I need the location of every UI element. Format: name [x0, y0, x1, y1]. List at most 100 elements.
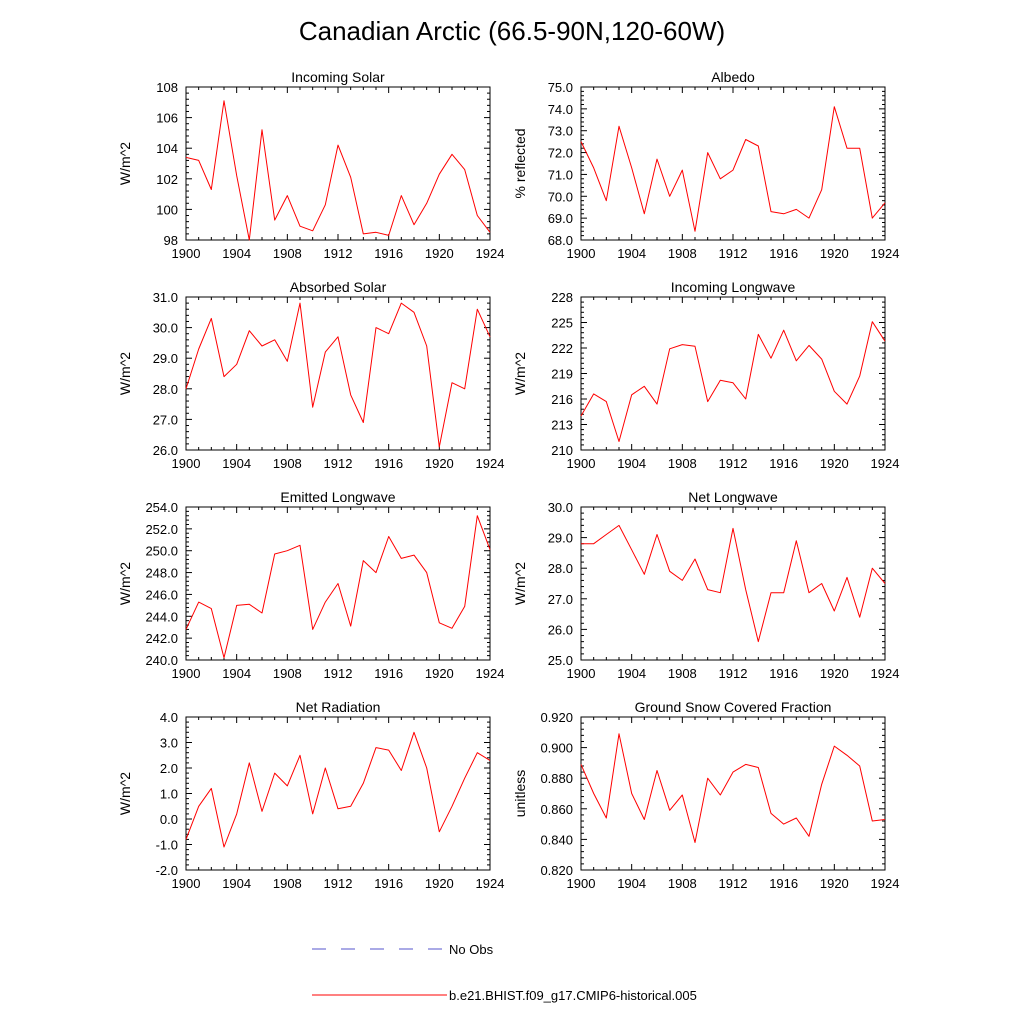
- y-axis-label: unitless: [512, 770, 528, 817]
- y-tick-label: 0.860: [540, 802, 573, 817]
- series-line: [580, 321, 886, 442]
- y-tick-label: 29.0: [548, 531, 573, 546]
- x-tick-label: 1920: [425, 246, 454, 261]
- x-tick-label: 1900: [567, 666, 596, 681]
- x-tick-label: 1916: [374, 666, 403, 681]
- series-line: [185, 731, 491, 848]
- y-axis-label: W/m^2: [117, 562, 133, 605]
- legend-label-model: b.e21.BHIST.f09_g17.CMIP6-historical.005: [449, 988, 697, 1003]
- y-axis-label: W/m^2: [117, 772, 133, 815]
- plot-frame: [580, 296, 886, 451]
- x-tick-label: 1920: [425, 456, 454, 471]
- x-tick-label: 1924: [871, 246, 900, 261]
- y-tick-label: 73.0: [548, 124, 573, 139]
- x-tick-label: 1900: [567, 876, 596, 891]
- y-tick-label: 31.0: [153, 290, 178, 305]
- y-tick-label: 69.0: [548, 211, 573, 226]
- panel-title: Incoming Solar: [291, 69, 385, 85]
- x-tick-label: 1924: [476, 666, 505, 681]
- y-tick-label: 242.0: [145, 631, 178, 646]
- y-tick-label: 100: [156, 202, 178, 217]
- legend: No Obs b.e21.BHIST.f09_g17.CMIP6-histori…: [312, 942, 697, 1003]
- y-tick-label: 213: [551, 418, 573, 433]
- x-tick-label: 1916: [374, 456, 403, 471]
- x-tick-label: 1912: [324, 666, 353, 681]
- panel-7: Ground Snow Covered Fraction unitless 1900…: [512, 699, 899, 891]
- x-tick-label: 1908: [668, 666, 697, 681]
- x-tick-label: 1916: [769, 456, 798, 471]
- plot-frame: [580, 86, 886, 241]
- x-tick-label: 1916: [769, 876, 798, 891]
- y-tick-label: 3.0: [160, 736, 178, 751]
- panel-5: Net Longwave W/m^2 1900 1904 1908 1912 1916 192…: [512, 489, 899, 681]
- panel-2: Absorbed Solar W/m^2 1900 1904 1908 1912 1916 1…: [117, 279, 504, 471]
- x-tick-label: 1920: [425, 876, 454, 891]
- y-tick-label: 70.0: [548, 189, 573, 204]
- x-tick-label: 1920: [820, 246, 849, 261]
- panel-title: Incoming Longwave: [671, 279, 796, 295]
- y-tick-label: 0.0: [160, 812, 178, 827]
- x-tick-label: 1924: [871, 666, 900, 681]
- panel-title: Net Radiation: [296, 699, 381, 715]
- series-line: [185, 302, 491, 448]
- y-tick-label: 27.0: [548, 592, 573, 607]
- x-tick-label: 1924: [476, 456, 505, 471]
- x-tick-label: 1912: [719, 666, 748, 681]
- panel-6: Net Radiation W/m^2 1900 1904 1908 1912 1916 19…: [117, 699, 504, 891]
- y-tick-label: -1.0: [156, 838, 178, 853]
- y-tick-label: 74.0: [548, 102, 573, 117]
- x-tick-label: 1912: [324, 246, 353, 261]
- y-tick-label: 29.0: [153, 351, 178, 366]
- y-tick-label: 27.0: [153, 412, 178, 427]
- y-axis-label: W/m^2: [117, 142, 133, 185]
- x-tick-label: 1912: [719, 246, 748, 261]
- y-tick-label: 72.0: [548, 146, 573, 161]
- y-tick-label: 28.0: [548, 561, 573, 576]
- x-tick-label: 1908: [668, 456, 697, 471]
- panel-title: Absorbed Solar: [290, 279, 387, 295]
- y-tick-label: 30.0: [153, 321, 178, 336]
- plot-frame: [580, 716, 886, 871]
- y-tick-label: 30.0: [548, 500, 573, 515]
- x-tick-label: 1924: [871, 456, 900, 471]
- x-tick-label: 1904: [222, 456, 251, 471]
- x-tick-label: 1924: [871, 876, 900, 891]
- y-tick-label: 0.880: [540, 771, 573, 786]
- x-tick-label: 1900: [172, 876, 201, 891]
- x-tick-label: 1900: [172, 456, 201, 471]
- y-axis-label: W/m^2: [117, 352, 133, 395]
- panel-title: Emitted Longwave: [280, 489, 395, 505]
- y-tick-label: 240.0: [145, 653, 178, 668]
- y-axis-label: W/m^2: [512, 352, 528, 395]
- x-tick-label: 1912: [324, 456, 353, 471]
- x-tick-label: 1908: [668, 246, 697, 261]
- y-tick-label: 0.920: [540, 710, 573, 725]
- panel-title: Net Longwave: [688, 489, 778, 505]
- y-tick-label: 25.0: [548, 653, 573, 668]
- panel-title: Albedo: [711, 69, 755, 85]
- panel-3: Incoming Longwave W/m^2 1900 1904 1908 1912 19…: [512, 279, 899, 471]
- x-tick-label: 1900: [172, 666, 201, 681]
- y-tick-label: 108: [156, 80, 178, 95]
- plot-frame: [185, 716, 491, 871]
- y-tick-label: 252.0: [145, 522, 178, 537]
- x-tick-label: 1904: [617, 456, 646, 471]
- x-tick-label: 1912: [719, 456, 748, 471]
- y-tick-label: 216: [551, 392, 573, 407]
- series-line: [185, 515, 491, 659]
- x-tick-label: 1904: [617, 246, 646, 261]
- series-line: [185, 100, 491, 241]
- x-tick-label: 1912: [719, 876, 748, 891]
- x-tick-label: 1916: [769, 246, 798, 261]
- x-tick-label: 1900: [567, 246, 596, 261]
- y-tick-label: 68.0: [548, 233, 573, 248]
- x-tick-label: 1904: [617, 876, 646, 891]
- x-tick-label: 1904: [222, 876, 251, 891]
- y-tick-label: 254.0: [145, 500, 178, 515]
- y-tick-label: 2.0: [160, 761, 178, 776]
- y-tick-label: 0.820: [540, 863, 573, 878]
- series-line: [580, 106, 886, 232]
- y-axis-label: % reflected: [512, 128, 528, 198]
- y-tick-label: -2.0: [156, 863, 178, 878]
- y-tick-label: 102: [156, 172, 178, 187]
